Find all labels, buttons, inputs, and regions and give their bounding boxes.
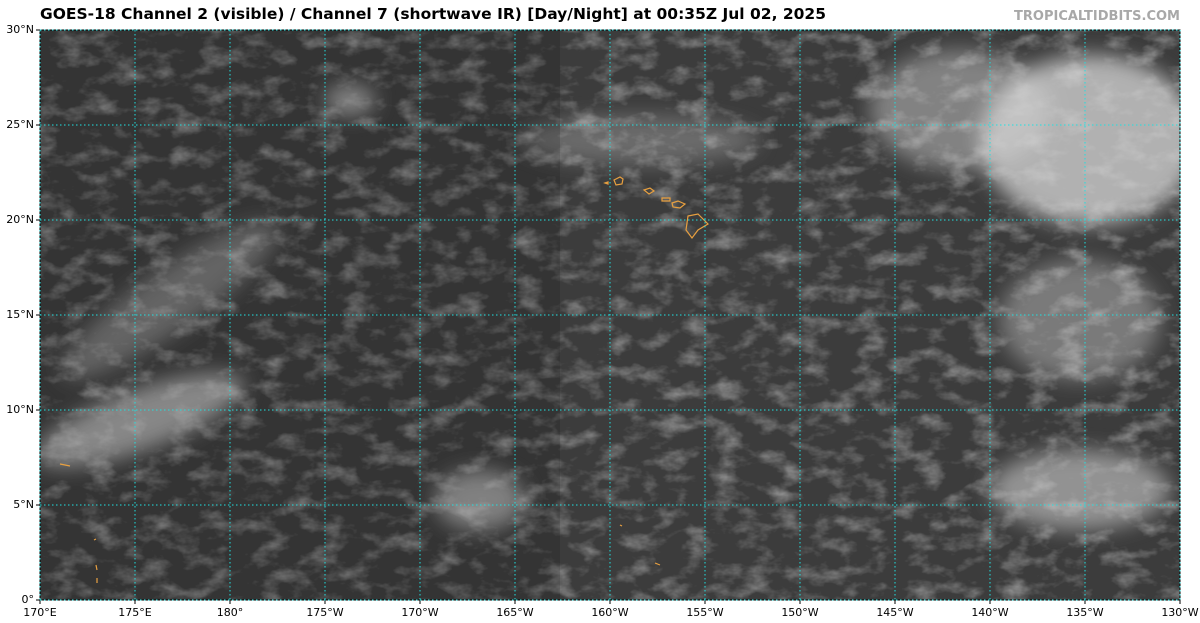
- lon-tick-label: 140°W: [971, 606, 1008, 619]
- lat-tick-label: 30°N: [6, 23, 34, 36]
- lon-tick-label: 175°W: [306, 606, 343, 619]
- lat-tick-label: 20°N: [6, 213, 34, 226]
- lat-tick-label: 10°N: [6, 403, 34, 416]
- lat-tick-label: 25°N: [6, 118, 34, 131]
- map-title: GOES-18 Channel 2 (visible) / Channel 7 …: [40, 5, 826, 23]
- lon-tick-label: 130°W: [1161, 606, 1198, 619]
- lon-tick-label: 155°W: [686, 606, 723, 619]
- lon-tick-label: 145°W: [876, 606, 913, 619]
- lon-tick-label: 170°E: [23, 606, 56, 619]
- islands: [59, 176, 709, 583]
- lon-tick-label: 170°W: [401, 606, 438, 619]
- lat-tick-label: 15°N: [6, 308, 34, 321]
- lon-tick-label: 150°W: [781, 606, 818, 619]
- cloud-masses: [40, 50, 1180, 530]
- lon-tick-label: 135°W: [1066, 606, 1103, 619]
- source-watermark: TROPICALTIDBITS.COM: [1014, 9, 1180, 24]
- lon-tick-label: 180°: [217, 606, 244, 619]
- lon-tick-label: 165°W: [496, 606, 533, 619]
- lon-tick-label: 175°E: [118, 606, 151, 619]
- lat-tick-label: 0°: [22, 593, 35, 606]
- lon-tick-label: 160°W: [591, 606, 628, 619]
- lat-tick-label: 5°N: [13, 498, 34, 511]
